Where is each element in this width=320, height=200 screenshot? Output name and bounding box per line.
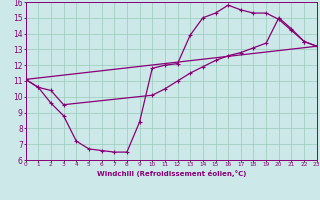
X-axis label: Windchill (Refroidissement éolien,°C): Windchill (Refroidissement éolien,°C)	[97, 170, 246, 177]
